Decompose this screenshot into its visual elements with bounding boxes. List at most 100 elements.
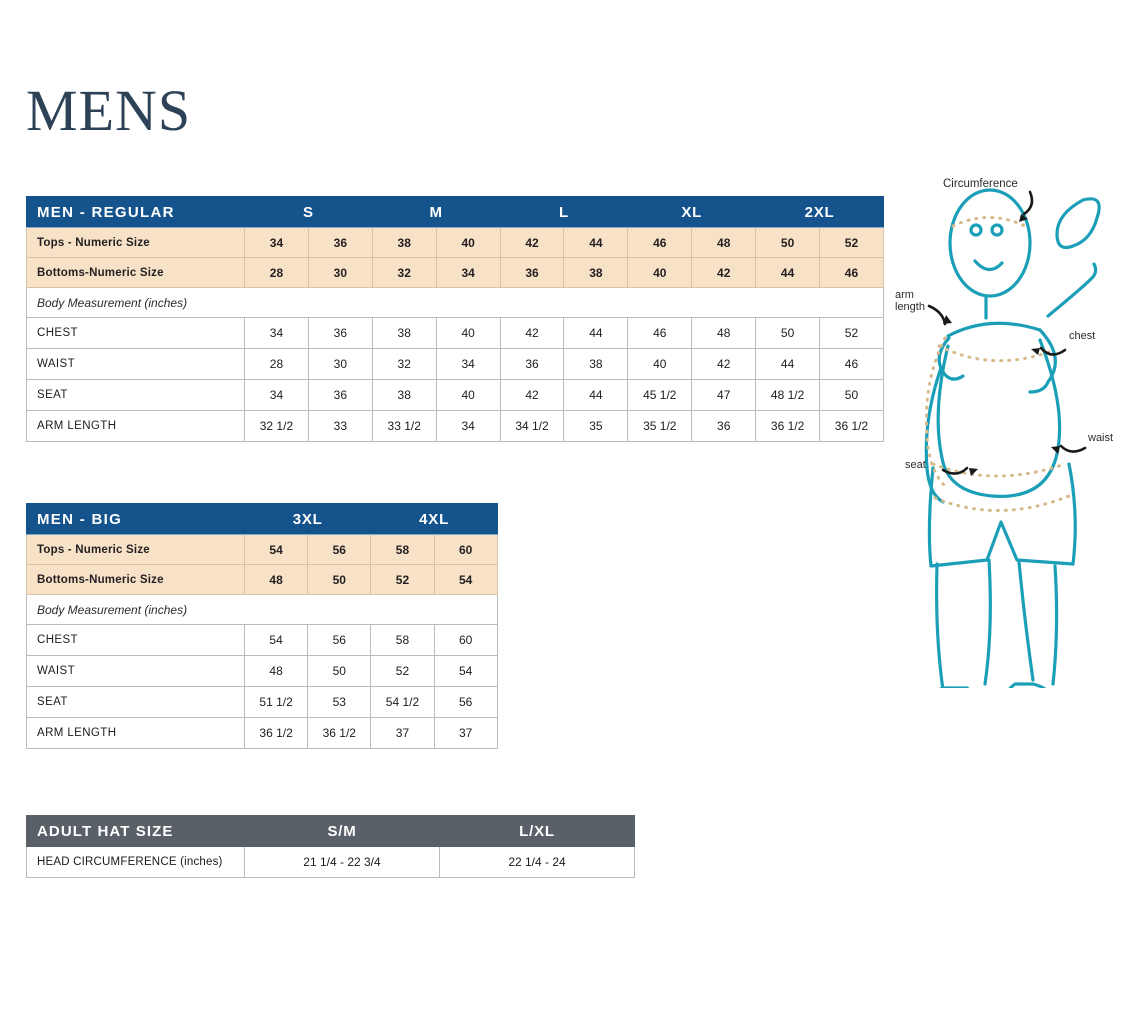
table-cell: 34 [244, 227, 309, 258]
table-cell: 54 [433, 564, 498, 595]
figure-head [948, 188, 1032, 298]
figure-label-circumference: Circumference [943, 178, 1018, 190]
figure-eye-left [969, 223, 983, 237]
table-cell: 56 [433, 686, 498, 718]
table-row: ARM LENGTH 32 1/2 33 33 1/2 34 34 1/2 35… [26, 410, 884, 442]
table-cell: 46 [627, 227, 693, 258]
table-cell: 28 [244, 348, 309, 380]
figure-shoulders [946, 321, 1042, 338]
table-cell: 44 [755, 257, 821, 288]
table-row: Bottoms-Numeric Size 48 50 52 54 [26, 564, 498, 595]
table-cell: 48 [243, 564, 309, 595]
figure-shorts [927, 462, 1077, 568]
row-label-tops-numeric: Tops - Numeric Size [26, 227, 245, 258]
row-label-seat: SEAT [26, 686, 245, 718]
table-cell: 54 1/2 [370, 686, 435, 718]
table-cell: 44 [563, 379, 629, 411]
table-title-men-regular: MEN - REGULAR [26, 196, 245, 228]
table-cell: 36 [307, 379, 373, 411]
table-cell: 40 [435, 379, 501, 411]
table-men-regular: MEN - REGULAR S M L XL 2XL Tops - Numeri… [26, 196, 884, 442]
figure-torso [936, 338, 1062, 498]
figure-leg-left [935, 562, 945, 688]
figure-label-chest: chest [1069, 330, 1096, 342]
figure-label-waist: waist [1088, 432, 1114, 444]
table-cell: 52 [370, 564, 435, 595]
size-header-sm: S/M [244, 815, 440, 847]
table-cell: 28 [244, 257, 309, 288]
guide-arm-length [924, 336, 947, 488]
table-cell: 33 1/2 [371, 410, 437, 442]
table-cell: 36 [307, 227, 373, 258]
row-label-bottoms-numeric: Bottoms-Numeric Size [26, 257, 245, 288]
arrow-circumference [1022, 190, 1034, 216]
table-adult-hat: ADULT HAT SIZE S/M L/XL HEAD CIRCUMFEREN… [26, 815, 635, 878]
figure-arm-left-fore [924, 366, 945, 504]
table-cell: 54 [243, 534, 309, 565]
table-cell: 34 [244, 379, 309, 411]
table-cell: 48 [691, 317, 757, 349]
figure-leg-right [1017, 560, 1035, 682]
guide-seat [933, 494, 1071, 512]
arrowhead-seat [969, 468, 978, 476]
row-label-arm-length: ARM LENGTH [26, 717, 245, 749]
table-cell: 37 [370, 717, 435, 749]
table-cell: 34 1/2 [499, 410, 565, 442]
table-cell: 21 1/4 - 22 3/4 [244, 846, 440, 878]
size-header-l: L [499, 196, 629, 228]
table-cell: 54 [433, 655, 498, 687]
table-cell: 50 [307, 564, 372, 595]
table-row-caption: Body Measurement (inches) [26, 594, 498, 625]
row-label-seat: SEAT [26, 379, 245, 411]
table-cell: 40 [435, 317, 501, 349]
size-header-2xl: 2XL [755, 196, 884, 228]
figure-foot-right [1008, 682, 1047, 688]
table-row: HEAD CIRCUMFERENCE (inches) 21 1/4 - 22 … [26, 846, 635, 878]
table-cell: 50 [755, 227, 821, 258]
table-cell: 48 [691, 227, 757, 258]
table-row: Tops - Numeric Size 34 36 38 40 42 44 46… [26, 227, 884, 258]
table-cell: 36 [691, 410, 757, 442]
table-row: Tops - Numeric Size 54 56 58 60 [26, 534, 498, 565]
table-cell: 40 [435, 227, 501, 258]
figure-label-arm-line1: arm [895, 289, 914, 301]
size-header-lxl: L/XL [439, 815, 635, 847]
figure-leg-right-outer [1051, 564, 1059, 686]
table-cell: 38 [371, 317, 437, 349]
table-men-big: MEN - BIG 3XL 4XL Tops - Numeric Size 54… [26, 503, 498, 749]
table-cell: 42 [499, 379, 565, 411]
table-cell: 33 [307, 410, 373, 442]
table-cell: 42 [499, 317, 565, 349]
row-label-head-circumference: HEAD CIRCUMFERENCE (inches) [26, 846, 245, 878]
table-cell: 37 [433, 717, 498, 749]
figure-arm-right-upper [1028, 328, 1057, 394]
figure-smile [973, 259, 1004, 272]
table-cell: 58 [370, 534, 435, 565]
figure-arm-right-fore [1046, 262, 1098, 318]
table-cell: 36 [307, 317, 373, 349]
table-cell: 38 [371, 379, 437, 411]
table-cell: 38 [563, 348, 629, 380]
table-cell: 32 [371, 348, 437, 380]
table-cell: 56 [307, 624, 372, 656]
row-label-chest: CHEST [26, 317, 245, 349]
table-cell: 48 1/2 [755, 379, 821, 411]
arrowhead-chest [1031, 348, 1040, 355]
row-label-chest: CHEST [26, 624, 245, 656]
row-label-tops-numeric: Tops - Numeric Size [26, 534, 245, 565]
size-header-xl: XL [627, 196, 757, 228]
table-row-header: MEN - BIG 3XL 4XL [26, 503, 498, 535]
table-cell: 44 [563, 227, 629, 258]
table-cell: 53 [307, 686, 372, 718]
size-header-s: S [244, 196, 373, 228]
arrow-seat [941, 466, 969, 475]
table-cell: 34 [244, 317, 309, 349]
row-label-arm-length: ARM LENGTH [26, 410, 245, 442]
table-cell: 40 [627, 348, 693, 380]
table-cell: 60 [433, 624, 498, 656]
table-cell: 42 [691, 348, 757, 380]
table-cell: 45 1/2 [627, 379, 693, 411]
table-row-header: MEN - REGULAR S M L XL 2XL [26, 196, 884, 228]
table-cell: 36 [499, 348, 565, 380]
size-header-4xl: 4XL [370, 503, 498, 535]
